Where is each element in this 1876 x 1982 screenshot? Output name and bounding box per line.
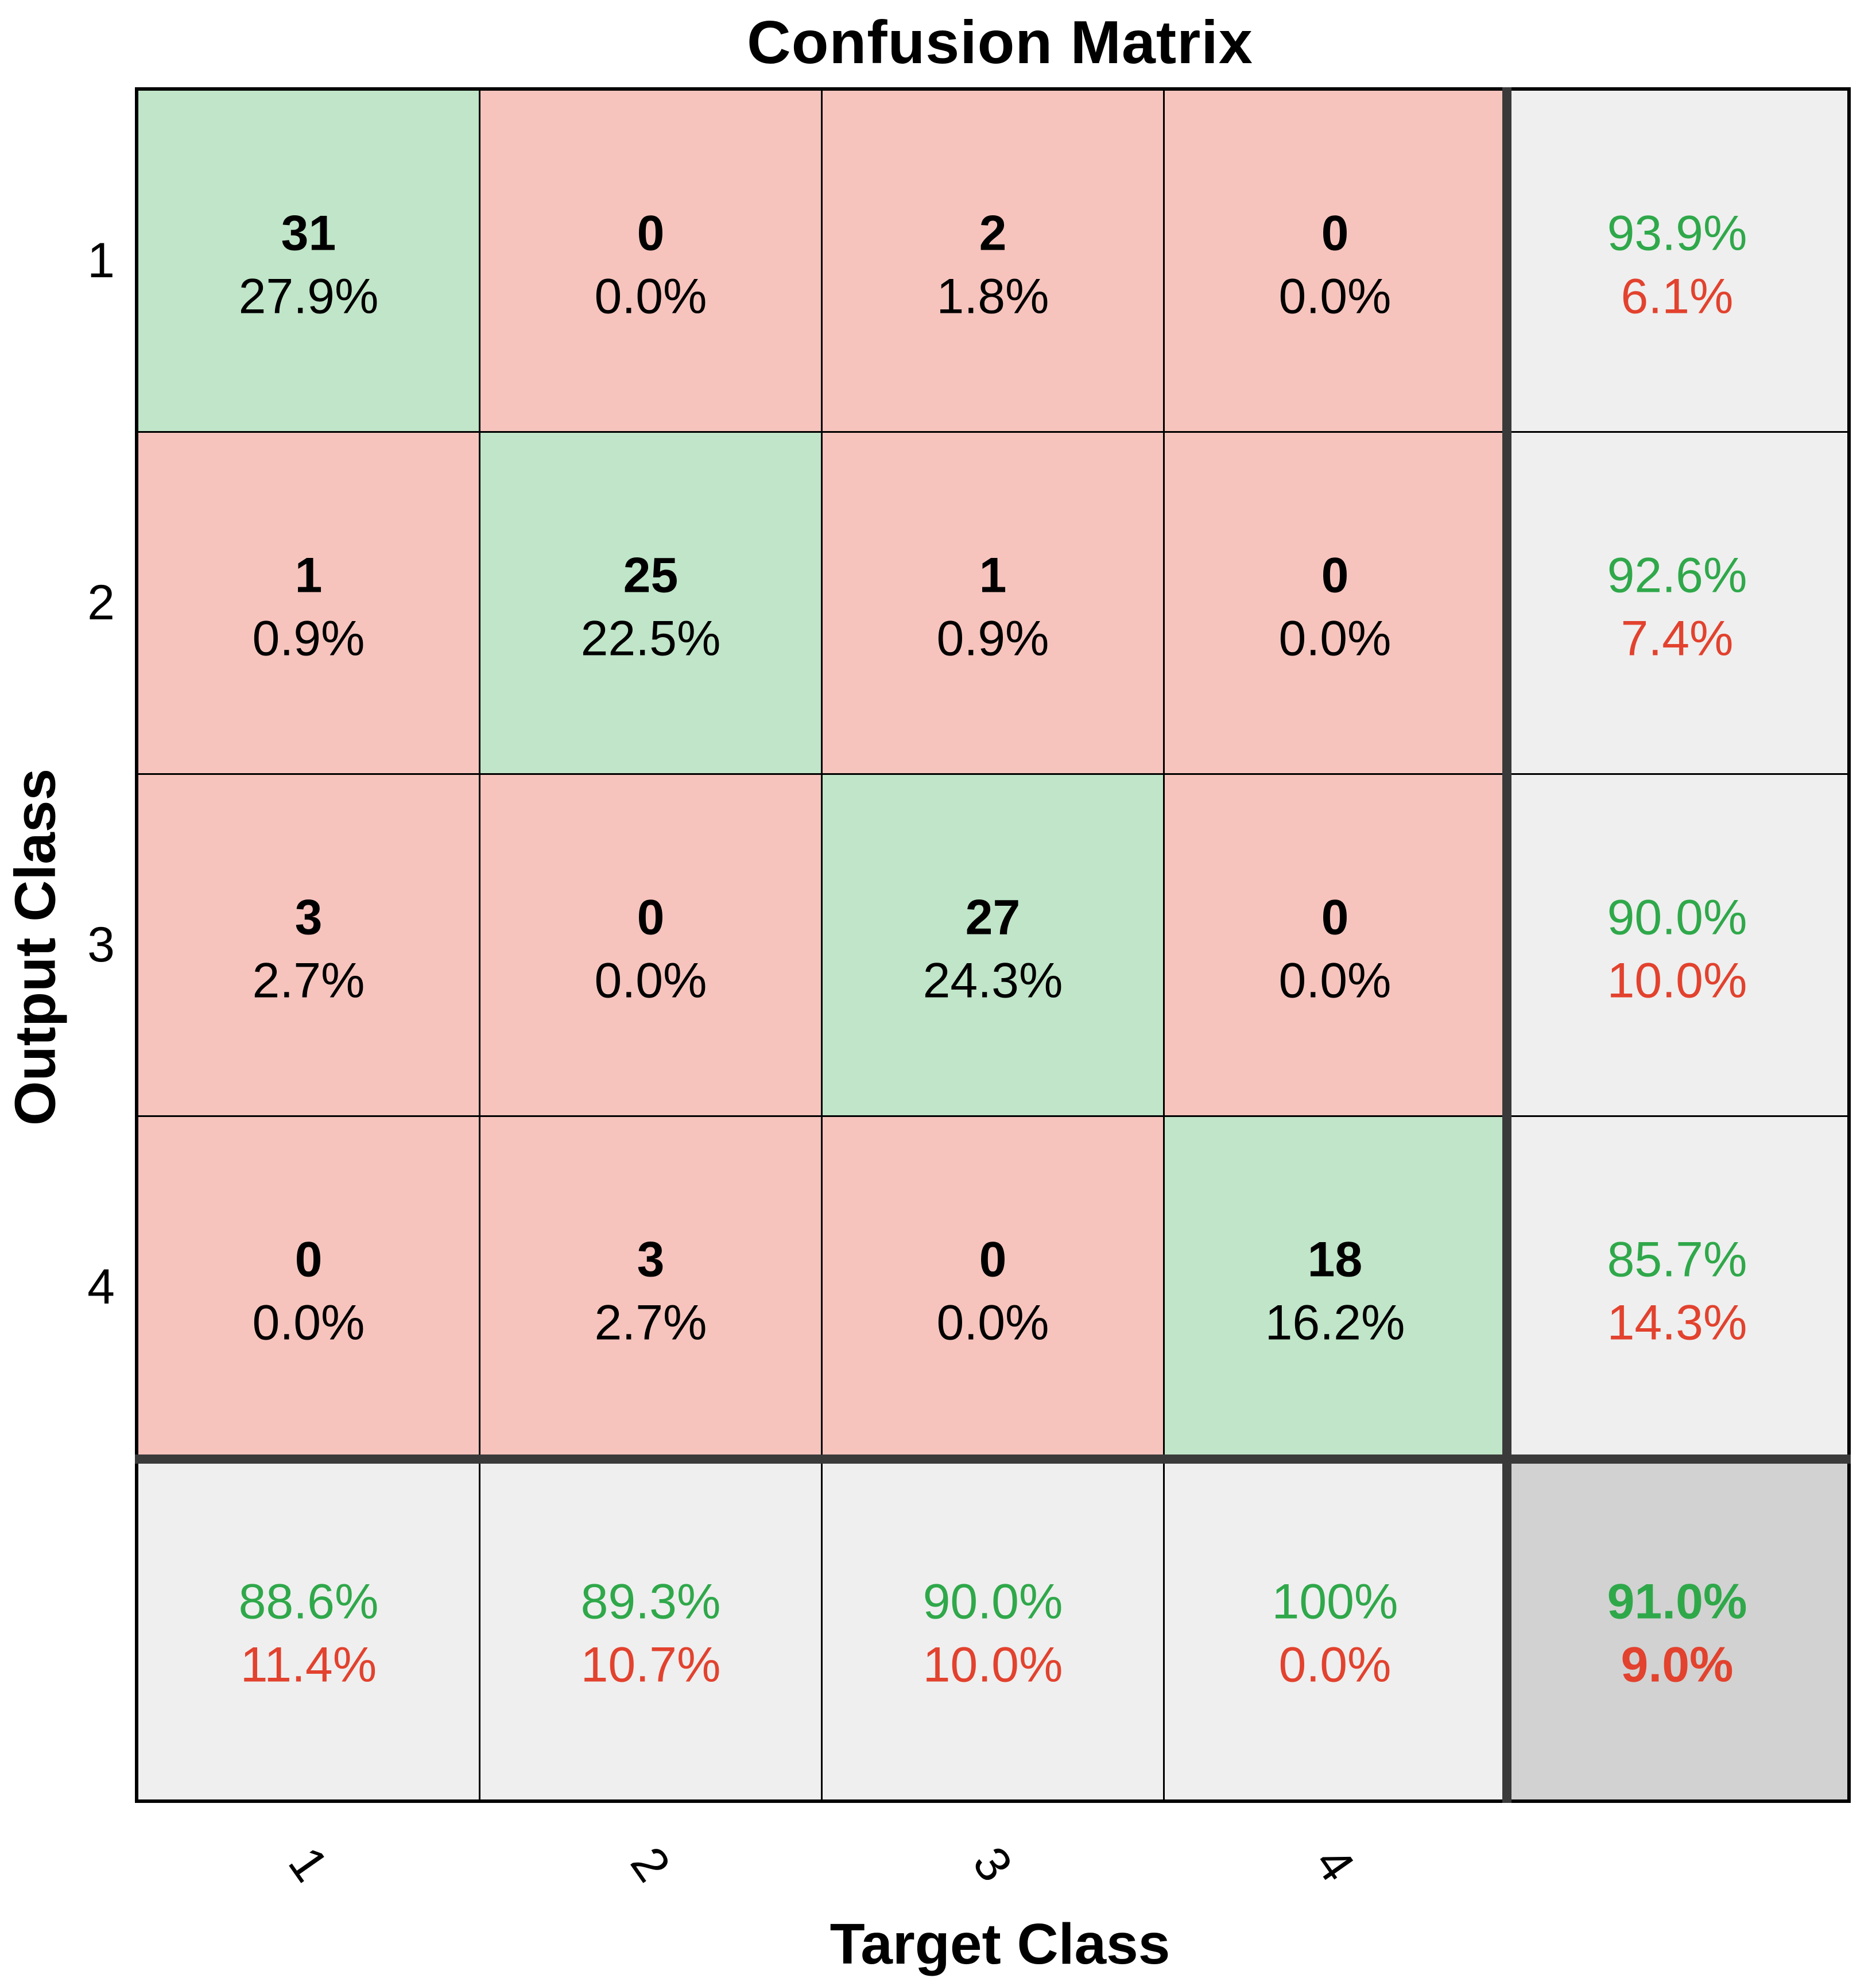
cell-count: 0: [1321, 548, 1349, 603]
cell-count: 3: [294, 890, 323, 945]
row-summary-r1: 93.9% 6.1%: [1507, 91, 1847, 431]
col-summary-c3: 90.0% 10.0%: [823, 1459, 1163, 1799]
summary-correct-percent: 85.7%: [1607, 1232, 1747, 1287]
summary-row-separator: [135, 1454, 1851, 1464]
cell-percent: 0.9%: [252, 611, 365, 666]
matrix-cell-r3c4: 0 0.0%: [1165, 775, 1505, 1115]
matrix-cell-r2c1: 1 0.9%: [138, 433, 479, 773]
x-tick-3: 3: [962, 1837, 1024, 1891]
cell-percent: 0.0%: [252, 1295, 365, 1351]
summary-incorrect-percent: 7.4%: [1621, 611, 1734, 666]
matrix-cell-r2c3: 1 0.9%: [823, 433, 1163, 773]
matrix-cell-r4c2: 3 2.7%: [480, 1117, 821, 1457]
cell-percent: 0.0%: [594, 269, 707, 324]
matrix-cell-r3c3: 27 24.3%: [823, 775, 1163, 1115]
cell-count: 25: [623, 548, 679, 603]
matrix-cell-r4c4: 18 16.2%: [1165, 1117, 1505, 1457]
cell-percent: 27.9%: [238, 269, 379, 324]
cell-percent: 0.0%: [1278, 269, 1392, 324]
cell-percent: 2.7%: [594, 1295, 707, 1351]
cell-percent: 0.0%: [594, 953, 707, 1009]
x-tick-1: 1: [278, 1837, 339, 1891]
cell-count: 18: [1307, 1232, 1363, 1287]
cell-count: 27: [965, 890, 1021, 945]
cell-count: 0: [294, 1232, 323, 1287]
cell-percent: 1.8%: [936, 269, 1049, 324]
summary-correct-percent: 89.3%: [580, 1574, 721, 1630]
cell-percent: 0.0%: [1278, 953, 1392, 1009]
row-summary-r3: 90.0% 10.0%: [1507, 775, 1847, 1115]
col-summary-c1: 88.6% 11.4%: [138, 1459, 479, 1799]
matrix-cell-r1c3: 2 1.8%: [823, 91, 1163, 431]
cell-count: 0: [637, 205, 665, 261]
y-tick-1: 1: [87, 233, 115, 288]
summary-incorrect-percent: 11.4%: [240, 1637, 377, 1693]
col-summary-c4: 100% 0.0%: [1165, 1459, 1505, 1799]
x-axis-label: Target Class: [830, 1912, 1170, 1976]
cell-percent: 22.5%: [580, 611, 721, 666]
row-summary-r2: 92.6% 7.4%: [1507, 433, 1847, 773]
cell-count: 0: [979, 1232, 1007, 1287]
summary-column-separator: [1502, 87, 1511, 1803]
cell-count: 31: [281, 205, 336, 261]
x-tick-2: 2: [620, 1837, 681, 1891]
cell-percent: 0.9%: [936, 611, 1049, 666]
y-tick-4: 4: [87, 1259, 115, 1314]
summary-correct-percent: 100%: [1272, 1574, 1398, 1630]
matrix-cell-r2c2: 25 22.5%: [480, 433, 821, 773]
summary-correct-percent: 90.0%: [923, 1574, 1063, 1630]
row-summary-r4: 85.7% 14.3%: [1507, 1117, 1847, 1457]
matrix-cell-r2c4: 0 0.0%: [1165, 433, 1505, 773]
summary-correct-percent: 92.6%: [1607, 548, 1747, 603]
cell-count: 0: [637, 890, 665, 945]
overall-accuracy-percent: 91.0%: [1607, 1574, 1747, 1630]
overall-accuracy-cell: 91.0% 9.0%: [1507, 1459, 1847, 1799]
summary-incorrect-percent: 6.1%: [1621, 269, 1734, 324]
matrix-cell-r3c2: 0 0.0%: [480, 775, 821, 1115]
matrix-cell-r1c1: 31 27.9%: [138, 91, 479, 431]
x-tick-4: 4: [1304, 1837, 1366, 1891]
summary-correct-percent: 90.0%: [1607, 890, 1747, 945]
y-tick-3: 3: [87, 917, 115, 972]
cell-count: 1: [979, 548, 1007, 603]
summary-incorrect-percent: 14.3%: [1607, 1295, 1747, 1351]
cell-count: 1: [294, 548, 323, 603]
cell-percent: 24.3%: [923, 953, 1063, 1009]
overall-error-percent: 9.0%: [1621, 1637, 1734, 1693]
cell-percent: 0.0%: [936, 1295, 1049, 1351]
summary-incorrect-percent: 10.0%: [1607, 953, 1747, 1009]
cell-count: 0: [1321, 205, 1349, 261]
confusion-matrix-grid: 31 27.9% 0 0.0% 2 1.8% 0 0.0% 93.9% 6.1%…: [135, 87, 1851, 1803]
cell-count: 2: [979, 205, 1007, 261]
y-tick-2: 2: [87, 575, 115, 630]
matrix-cell-r1c4: 0 0.0%: [1165, 91, 1505, 431]
matrix-cell-r4c1: 0 0.0%: [138, 1117, 479, 1457]
summary-correct-percent: 93.9%: [1607, 205, 1747, 261]
matrix-cell-r1c2: 0 0.0%: [480, 91, 821, 431]
chart-title: Confusion Matrix: [747, 9, 1253, 76]
col-summary-c2: 89.3% 10.7%: [480, 1459, 821, 1799]
cell-count: 3: [637, 1232, 665, 1287]
matrix-cell-r4c3: 0 0.0%: [823, 1117, 1163, 1457]
summary-correct-percent: 88.6%: [238, 1574, 379, 1630]
summary-incorrect-percent: 10.7%: [580, 1637, 721, 1693]
cell-count: 0: [1321, 890, 1349, 945]
cell-percent: 0.0%: [1278, 611, 1392, 666]
summary-incorrect-percent: 10.0%: [923, 1637, 1063, 1693]
cell-percent: 2.7%: [252, 953, 365, 1009]
matrix-cell-r3c1: 3 2.7%: [138, 775, 479, 1115]
cell-percent: 16.2%: [1265, 1295, 1405, 1351]
summary-incorrect-percent: 0.0%: [1278, 1637, 1392, 1693]
